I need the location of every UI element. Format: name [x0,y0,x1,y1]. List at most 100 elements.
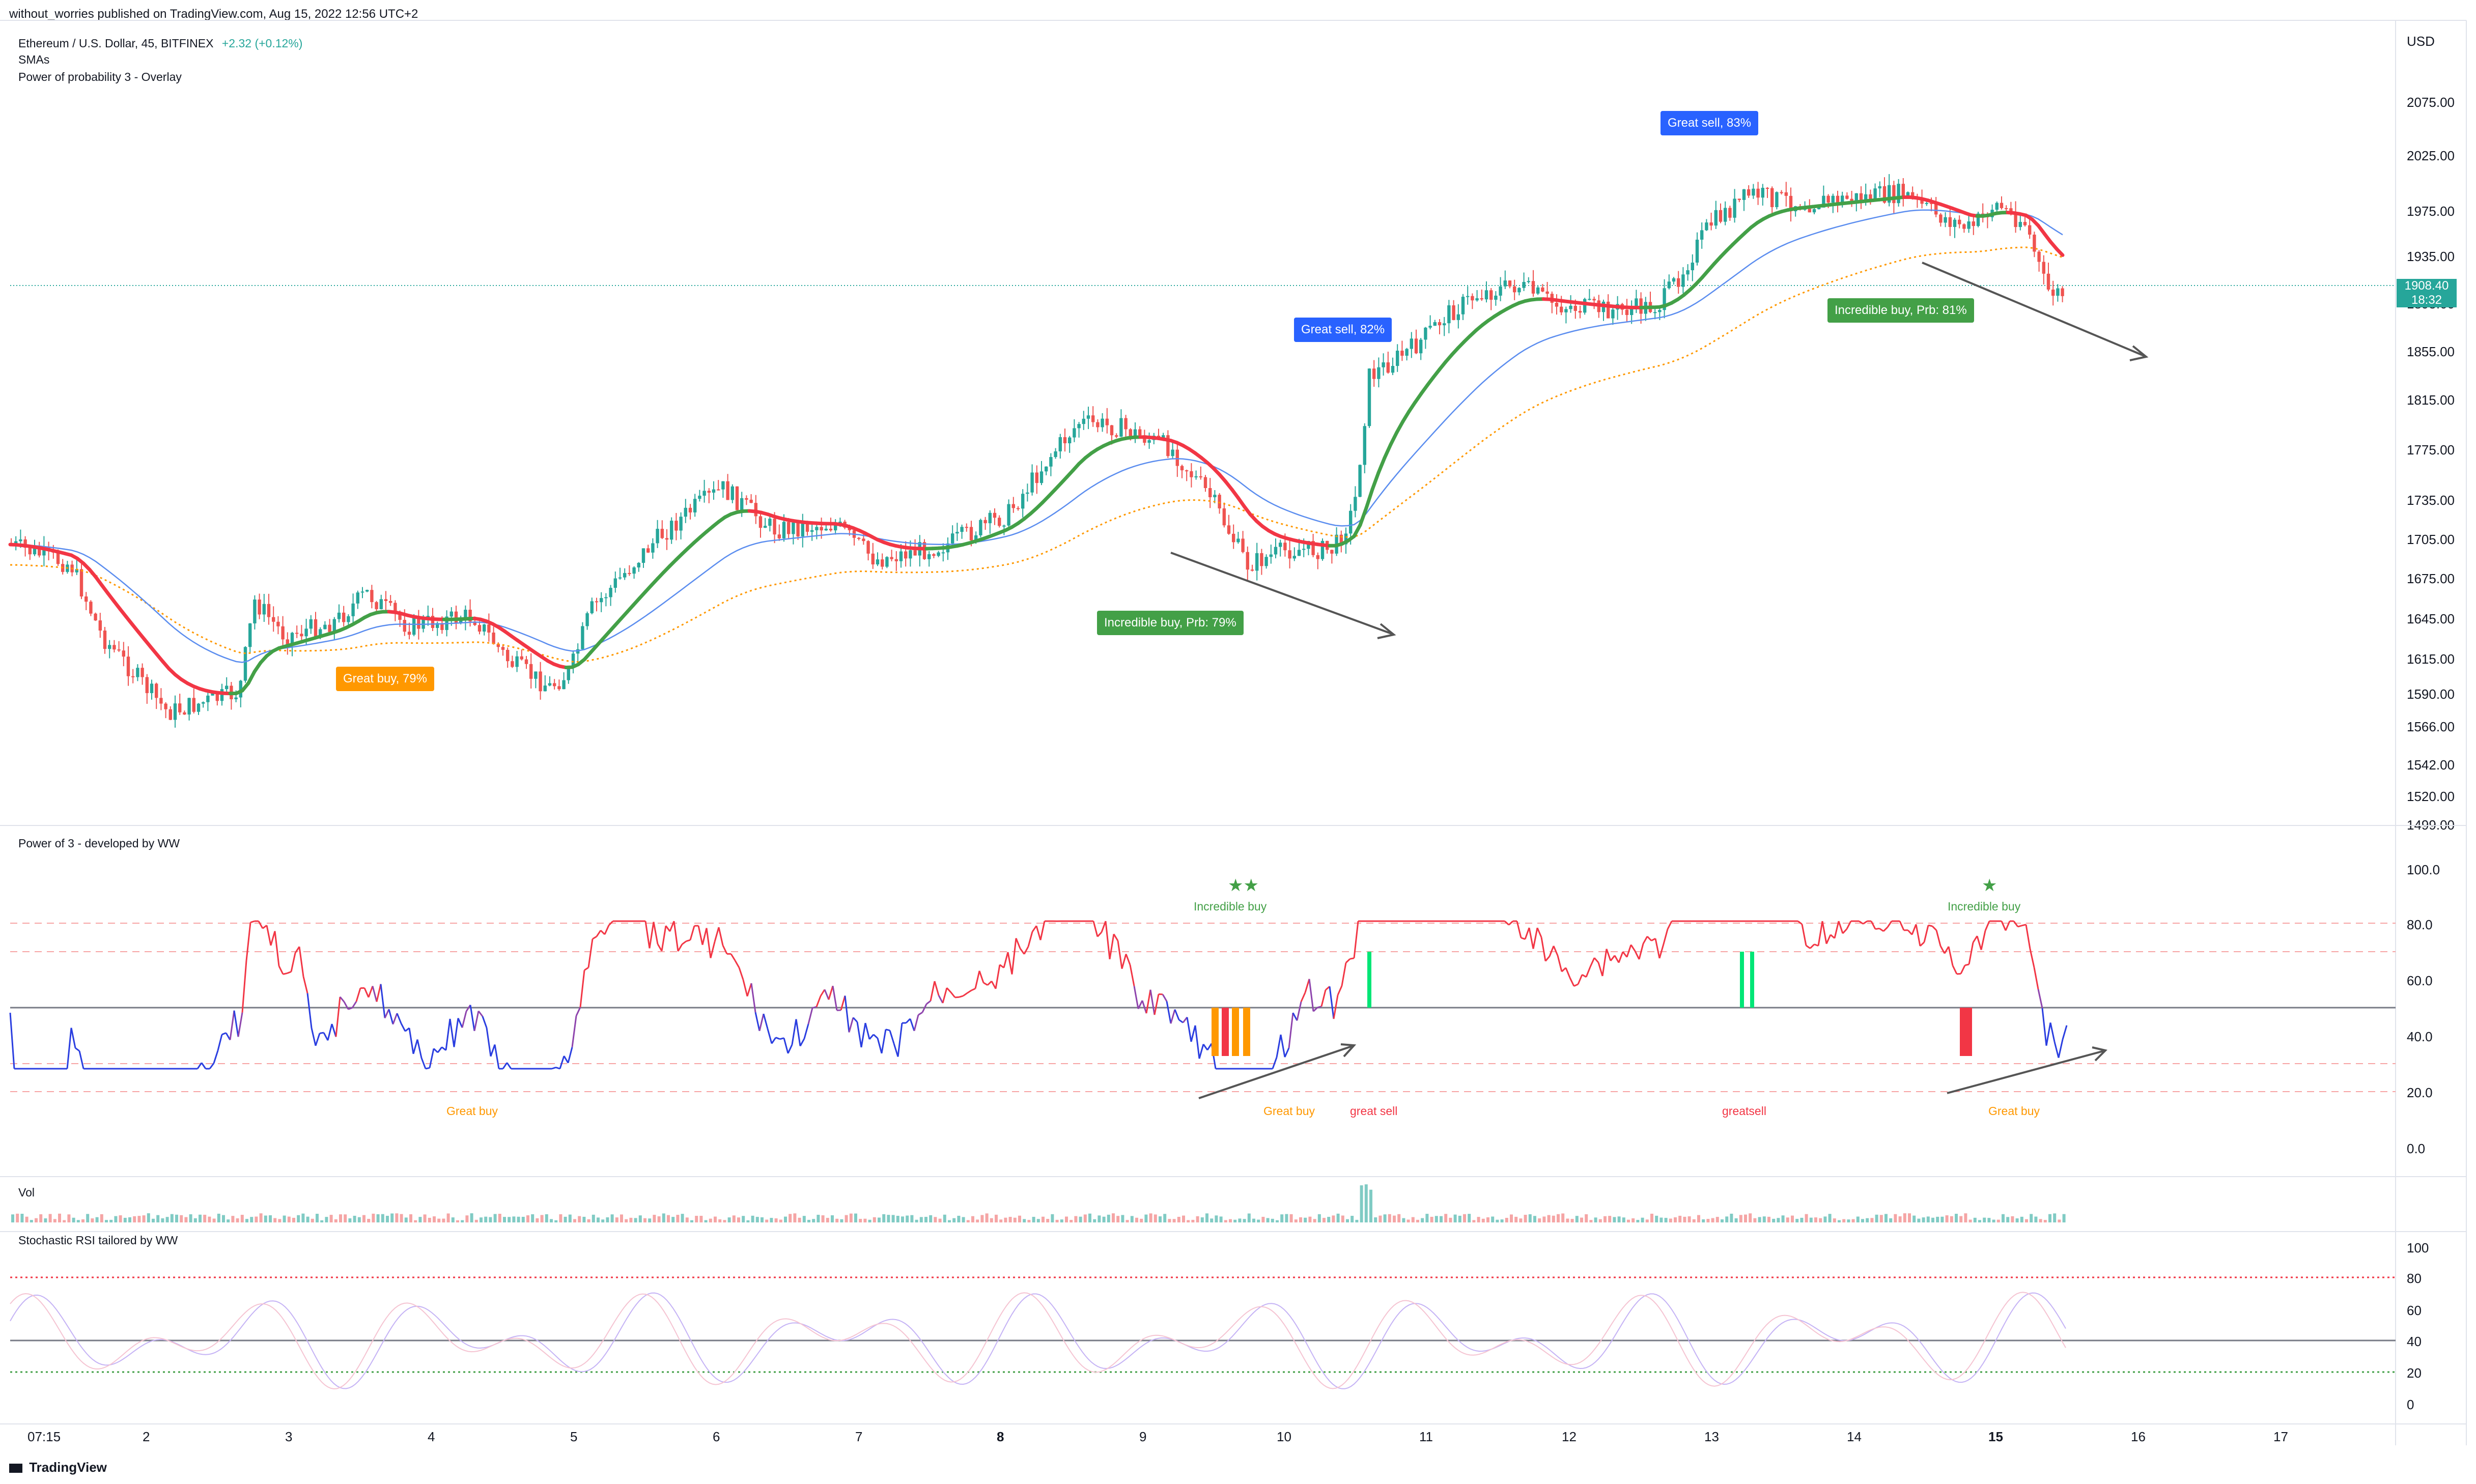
candle-body [1822,195,1825,208]
osc-segment [1593,957,1599,963]
osc-segment [1117,940,1123,969]
stoch-tick: 60 [2407,1303,2422,1318]
candle-body [328,624,331,633]
power-pane-title[interactable]: Power of 3 - developed by WW [18,837,180,850]
osc-segment [323,1032,329,1041]
candle-body [1972,221,1975,226]
symbol-legend[interactable]: Ethereum / U.S. Dollar, 45, BITFINEX +2.… [18,37,302,50]
osc-segment [950,991,956,998]
candle-body [871,553,875,565]
great-sell-badge-2[interactable]: Great sell, 83% [1661,111,1759,135]
volume-bar [348,1218,352,1222]
candle-body [595,601,599,603]
candle-body [1349,510,1353,534]
osc-segment [351,1001,357,1009]
volume-bar [1884,1214,1888,1222]
osc-segment [1300,992,1306,1002]
candle-body [1981,213,1985,215]
osc-segment [1149,989,1156,1015]
candle-body [1663,288,1666,310]
candle-body [1344,533,1348,545]
volume-bar [1219,1216,1223,1222]
volume-bar [1074,1216,1078,1222]
osc-segment [1345,958,1351,963]
ema-segment [1364,487,1374,510]
volume-bar [1650,1213,1653,1222]
volume-bar [615,1217,618,1222]
volume-bar [1210,1218,1214,1222]
time-tick: 17 [2273,1429,2288,1444]
candle-body [567,668,570,680]
osc-segment [1178,1019,1184,1023]
volume-bar [1772,1218,1776,1222]
price-tick: 1815.00 [2407,392,2455,408]
great-sell-badge-1[interactable]: Great sell, 82% [1294,318,1392,342]
volume-bar [1247,1213,1251,1222]
volume-bar [685,1217,689,1222]
candle-body [276,621,280,626]
incredible-buy-badge-2[interactable]: Incredible buy, Prb: 81% [1827,298,1974,323]
candle-body [1405,349,1409,356]
osc-segment [575,1007,581,1016]
volume-bar [727,1217,731,1222]
osc-segment [649,922,655,949]
candle-body [332,619,336,633]
great-buy-badge[interactable]: Great buy, 79% [336,667,434,691]
osc-segment [1928,924,1933,927]
volume-bar [1547,1215,1551,1222]
osc-segment [657,944,663,952]
candle-body [1719,210,1723,222]
candle-body [309,619,313,629]
indicator-overlay-legend[interactable]: Power of probability 3 - Overlay [18,70,182,83]
volume-bar [1753,1218,1757,1222]
osc-segment [1186,1017,1192,1042]
candle-body [2051,289,2055,296]
volume-bar [1608,1216,1612,1222]
osc-segment [1577,974,1583,985]
osc-segment [600,930,606,935]
volume-bar [1898,1216,1902,1222]
candle-body [281,626,285,640]
volume-bar [418,1217,422,1222]
volume-bar [1870,1218,1874,1222]
volume-pane-title[interactable]: Vol [18,1186,35,1199]
candle-body [1002,525,1006,527]
volume-bar [1440,1216,1443,1222]
volume-bar [1950,1216,1953,1222]
volume-bar [1866,1218,1869,1222]
osc-segment [315,1033,321,1046]
candle-body [810,530,814,532]
volume-bar [1177,1217,1180,1222]
volume-bar [1758,1217,1761,1222]
candle-body [1058,437,1062,451]
osc-segment [258,921,264,929]
candle-body [1133,429,1137,437]
incredible-buy-badge-1[interactable]: Incredible buy, Prb: 79% [1097,611,1244,635]
volume-bar [1791,1215,1794,1222]
candle-body [1892,185,1896,204]
stoch-tick: 0 [2407,1397,2414,1412]
volume-bar [1987,1218,1991,1222]
volume-bar [1496,1219,1499,1222]
volume-bar [1378,1215,1382,1222]
tradingview-logo[interactable]: TradingView [9,1460,107,1475]
osc-segment [2053,1041,2060,1058]
stoch-pane-title[interactable]: Stochastic RSI tailored by WW [18,1234,178,1247]
volume-bar [137,1216,141,1222]
candle-body [496,644,500,647]
volume-bar [2039,1219,2042,1222]
osc-segment [563,1055,569,1064]
osc-segment [714,927,720,942]
volume-bar [2030,1214,2033,1222]
volume-bar [761,1217,764,1222]
signal-bar [1243,1008,1250,1056]
osc-segment [311,1028,317,1046]
candle-body [656,529,659,544]
candle-body [1016,508,1020,509]
volume-bar [681,1214,684,1222]
candle-body [777,534,781,538]
indicator-smas-legend[interactable]: SMAs [18,53,50,66]
osc-segment [918,1012,923,1016]
volume-bar [259,1213,263,1222]
